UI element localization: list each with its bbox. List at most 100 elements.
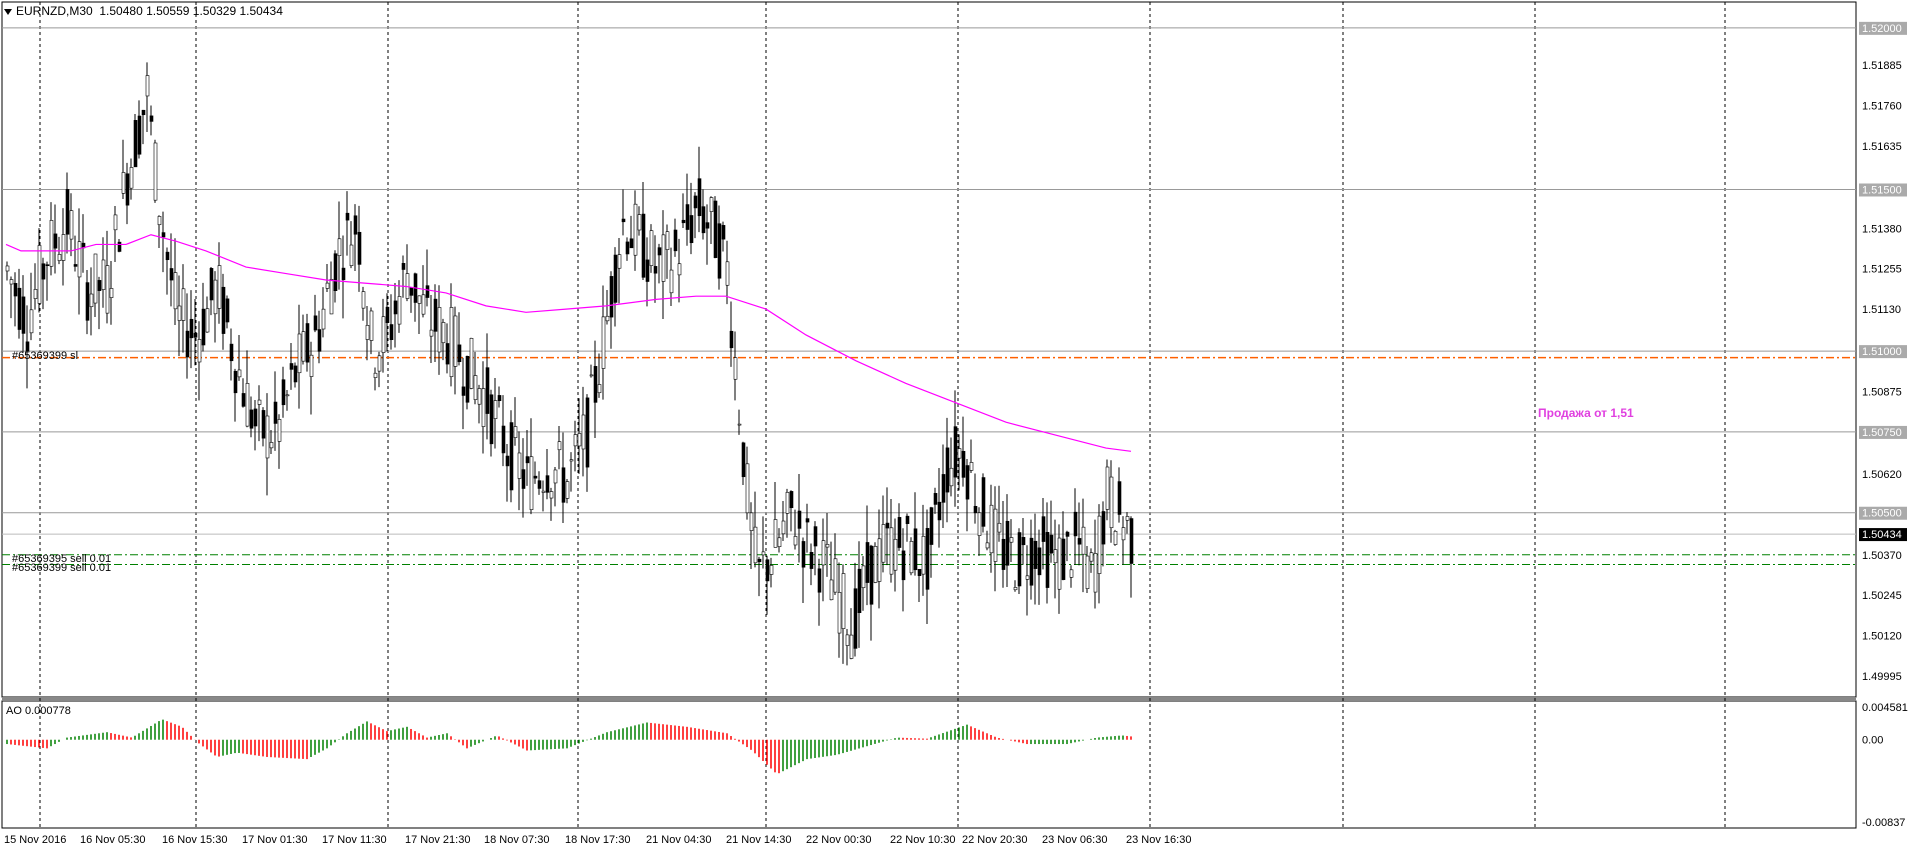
candle-body bbox=[697, 178, 702, 217]
candle-body bbox=[293, 365, 298, 383]
time-axis-label: 23 Nov 06:30 bbox=[1042, 834, 1107, 846]
price-scale-label: 1.51885 bbox=[1862, 60, 1902, 72]
candle-body bbox=[677, 263, 682, 276]
candle-body bbox=[1057, 537, 1062, 590]
candle-body bbox=[533, 475, 538, 479]
candle-body bbox=[477, 388, 482, 405]
candle-body bbox=[1121, 527, 1126, 541]
candle-body bbox=[441, 322, 446, 344]
candle-body bbox=[1105, 466, 1110, 510]
candle-body bbox=[781, 520, 786, 535]
candle-body bbox=[1053, 549, 1058, 564]
price-scale-label: 1.50370 bbox=[1862, 550, 1902, 562]
candle-body bbox=[593, 366, 598, 403]
candle-body bbox=[685, 204, 690, 230]
candle-body bbox=[393, 300, 398, 315]
candle-body bbox=[925, 528, 930, 590]
candle-body bbox=[201, 308, 206, 346]
candle-body bbox=[585, 397, 590, 468]
time-axis-label: 21 Nov 14:30 bbox=[726, 834, 791, 846]
candle-body bbox=[521, 469, 526, 489]
price-level-tag-text: 1.50500 bbox=[1862, 508, 1902, 520]
candle-body bbox=[849, 634, 854, 659]
candle-body bbox=[577, 433, 582, 447]
price-scale-label: 1.50620 bbox=[1862, 469, 1902, 481]
pane-separator[interactable] bbox=[2, 697, 1856, 701]
candle-body bbox=[237, 369, 242, 378]
candle-body bbox=[961, 450, 966, 478]
candle-body bbox=[357, 231, 362, 265]
candle-body bbox=[637, 214, 642, 231]
candle-body bbox=[869, 545, 874, 605]
candle-body bbox=[553, 469, 558, 484]
candle-body bbox=[365, 325, 370, 340]
price-scale-label: 1.50120 bbox=[1862, 631, 1902, 643]
candle-body bbox=[313, 315, 318, 331]
collapse-triangle-icon[interactable] bbox=[4, 8, 12, 15]
candle-body bbox=[777, 537, 782, 547]
candle-body bbox=[985, 542, 990, 549]
candle-body bbox=[889, 527, 894, 575]
candle-body bbox=[1113, 530, 1118, 545]
candle-body bbox=[397, 296, 402, 325]
candle-body bbox=[1021, 537, 1026, 546]
time-axis-label: 21 Nov 04:30 bbox=[646, 834, 711, 846]
candle-body bbox=[325, 282, 330, 289]
candle-body bbox=[801, 541, 806, 568]
candle-body bbox=[981, 477, 986, 527]
candle-body bbox=[833, 558, 838, 593]
price-level-tag-text: 1.51500 bbox=[1862, 184, 1902, 196]
candle-body bbox=[989, 504, 994, 554]
candle-body bbox=[497, 395, 502, 402]
candle-body bbox=[133, 120, 138, 168]
candle-body bbox=[169, 268, 174, 281]
candle-body bbox=[141, 109, 146, 116]
price-level-tag-text: 1.51000 bbox=[1862, 346, 1902, 358]
candle-body bbox=[305, 323, 310, 363]
price-scale-label: 1.51380 bbox=[1862, 223, 1902, 235]
candle-body bbox=[269, 442, 274, 449]
candle-body bbox=[101, 259, 106, 290]
candle-body bbox=[85, 282, 90, 321]
candle-body bbox=[1005, 520, 1010, 566]
symbol-header: EURNZD,M30 1.50480 1.50559 1.50329 1.504… bbox=[4, 4, 283, 18]
candle-body bbox=[705, 222, 710, 229]
time-axis-label: 18 Nov 07:30 bbox=[484, 834, 549, 846]
candle-body bbox=[633, 203, 638, 256]
sell-order-label-2: #65369399 sell 0.01 bbox=[12, 562, 112, 574]
candle-body bbox=[629, 238, 634, 249]
candle-body bbox=[429, 329, 434, 337]
candle-body bbox=[1013, 587, 1018, 591]
chart-note-text[interactable]: Продажа от 1,51 bbox=[1538, 406, 1634, 420]
candle-body bbox=[93, 253, 98, 304]
candle-body bbox=[465, 355, 470, 403]
ohlc-values: 1.50480 1.50559 1.50329 1.50434 bbox=[99, 4, 283, 18]
moving-average-line[interactable] bbox=[5, 234, 1132, 452]
candle-body bbox=[845, 634, 850, 646]
price-scale-label: 1.51255 bbox=[1862, 264, 1902, 276]
candle-body bbox=[277, 419, 282, 442]
candle-body bbox=[725, 261, 730, 286]
main-plot-frame bbox=[1, 1, 1857, 698]
candle-body bbox=[381, 316, 386, 353]
candle-body bbox=[333, 253, 338, 292]
candle-body bbox=[461, 386, 466, 396]
candle-body bbox=[529, 456, 534, 510]
candle-body bbox=[489, 394, 494, 445]
current-price-tag-text: 1.50434 bbox=[1862, 529, 1902, 541]
candle-body bbox=[969, 462, 974, 471]
candle-body bbox=[153, 142, 158, 201]
candle-body bbox=[741, 442, 746, 478]
candle-body bbox=[41, 263, 46, 280]
candle-body bbox=[437, 307, 442, 353]
price-level-tag bbox=[1859, 345, 1907, 359]
candle-body bbox=[1069, 569, 1074, 578]
candle-body bbox=[329, 278, 334, 315]
candle-body bbox=[1009, 537, 1014, 543]
candle-body bbox=[449, 307, 454, 378]
candle-body bbox=[1061, 538, 1066, 580]
candle-body bbox=[225, 298, 230, 323]
candle-body bbox=[13, 283, 18, 297]
